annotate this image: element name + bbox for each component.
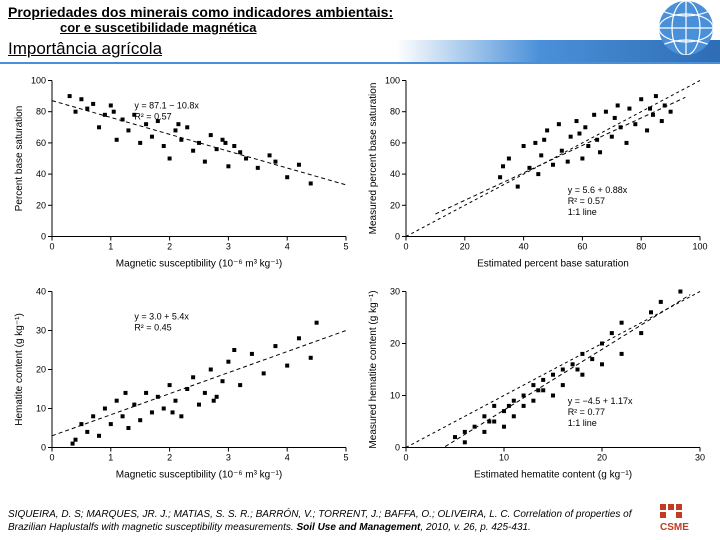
svg-text:5: 5: [343, 242, 348, 252]
svg-text:R² = 0.45: R² = 0.45: [134, 323, 171, 333]
svg-text:30: 30: [695, 453, 705, 463]
svg-text:40: 40: [519, 242, 529, 252]
svg-text:20: 20: [36, 365, 46, 375]
svg-text:y = 3.0 + 5.4x: y = 3.0 + 5.4x: [134, 312, 189, 322]
svg-text:40: 40: [36, 287, 46, 297]
svg-text:30: 30: [36, 326, 46, 336]
svg-text:1:1 line: 1:1 line: [568, 207, 597, 217]
citation: SIQUEIRA, D. S; MARQUES, JR. J.; MATIAS,…: [8, 509, 650, 534]
svg-text:Magnetic susceptibility (10⁻⁶: Magnetic susceptibility (10⁻⁶ m³ kg⁻¹): [116, 470, 282, 481]
svg-text:Magnetic susceptibility (10⁻⁶: Magnetic susceptibility (10⁻⁶ m³ kg⁻¹): [116, 259, 282, 270]
svg-text:R² = 0.57: R² = 0.57: [134, 112, 171, 122]
svg-text:2: 2: [167, 242, 172, 252]
svg-text:0: 0: [395, 232, 400, 242]
svg-text:60: 60: [36, 138, 46, 148]
svg-text:10: 10: [390, 391, 400, 401]
svg-text:Measured percent base saturati: Measured percent base saturation: [368, 83, 379, 235]
charts-grid: 012345020406080100Magnetic susceptibilit…: [10, 70, 710, 474]
svg-text:1:1 line: 1:1 line: [568, 418, 597, 428]
svg-text:80: 80: [36, 107, 46, 117]
logo-text: CSME: [660, 522, 689, 532]
svg-text:1: 1: [108, 242, 113, 252]
svg-text:4: 4: [285, 242, 290, 252]
svg-text:30: 30: [390, 287, 400, 297]
csme-logo: CSME: [658, 502, 710, 532]
slide-header: Propriedades dos minerais como indicador…: [0, 0, 720, 64]
svg-text:100: 100: [385, 76, 400, 86]
svg-text:20: 20: [597, 453, 607, 463]
svg-text:Estimated hematite content (g: Estimated hematite content (g kg⁻¹): [474, 470, 632, 481]
svg-text:10: 10: [499, 453, 509, 463]
citation-journal: Soil Use and Management: [296, 522, 420, 533]
svg-text:0: 0: [403, 453, 408, 463]
svg-text:10: 10: [36, 404, 46, 414]
svg-text:0: 0: [49, 242, 54, 252]
svg-text:2: 2: [167, 453, 172, 463]
svg-text:60: 60: [577, 242, 587, 252]
svg-text:40: 40: [36, 169, 46, 179]
svg-text:80: 80: [636, 242, 646, 252]
svg-text:0: 0: [403, 242, 408, 252]
svg-text:0: 0: [41, 443, 46, 453]
svg-text:20: 20: [390, 200, 400, 210]
svg-text:60: 60: [390, 138, 400, 148]
svg-text:80: 80: [390, 107, 400, 117]
svg-text:y = 5.6 + 0.88x: y = 5.6 + 0.88x: [568, 185, 628, 195]
chart-top-right: 0 20 40 60 80 100 0 20 40 60 80 100 Estimated percen…: [364, 70, 710, 273]
svg-text:Hematite content (g kg⁻¹): Hematite content (g kg⁻¹): [14, 313, 25, 426]
svg-text:40: 40: [390, 169, 400, 179]
chart-bottom-left: 0 1 2 3 4 5 0 10 20 30 40 Magnetic susceptibility (…: [10, 281, 356, 484]
svg-text:100: 100: [31, 76, 46, 86]
svg-text:20: 20: [36, 200, 46, 210]
svg-text:3: 3: [226, 242, 231, 252]
svg-text:3: 3: [226, 453, 231, 463]
svg-text:20: 20: [390, 339, 400, 349]
svg-text:0: 0: [41, 232, 46, 242]
svg-text:0: 0: [49, 453, 54, 463]
chart-bottom-right: 0 10 20 30 0 10 20 30 Estimated hematite content…: [364, 281, 710, 484]
svg-text:5: 5: [343, 453, 348, 463]
svg-text:4: 4: [285, 453, 290, 463]
svg-text:y = 87.1 − 10.8x: y = 87.1 − 10.8x: [134, 101, 199, 111]
citation-authors: SIQUEIRA, D. S; MARQUES, JR. J.; MATIAS,…: [8, 509, 510, 520]
title-line1: Propriedades dos minerais como indicador…: [0, 0, 720, 20]
svg-text:1: 1: [108, 453, 113, 463]
chart-top-left: 0 1 2 3 4 5 0 20 40 60 80 100 Magnetic susceptibilit…: [10, 70, 356, 273]
citation-rest: , 2010, v. 26, p. 425-431.: [420, 522, 530, 533]
svg-text:R² = 0.77: R² = 0.77: [568, 407, 605, 417]
svg-text:20: 20: [460, 242, 470, 252]
svg-text:100: 100: [692, 242, 707, 252]
subtitle: Importância agrícola: [0, 37, 720, 61]
svg-text:R² = 0.57: R² = 0.57: [568, 196, 605, 206]
svg-text:Estimated percent base saturat: Estimated percent base saturation: [477, 259, 629, 270]
svg-text:Measured hematite content (g k: Measured hematite content (g kg⁻¹): [368, 290, 379, 448]
globe-icon: [658, 0, 714, 56]
svg-text:Percent base saturation: Percent base saturation: [14, 106, 25, 212]
title-line2: cor e suscetibilidade magnética: [0, 20, 720, 37]
svg-text:y = −4.5 + 1.17x: y = −4.5 + 1.17x: [568, 396, 633, 406]
svg-text:0: 0: [395, 443, 400, 453]
